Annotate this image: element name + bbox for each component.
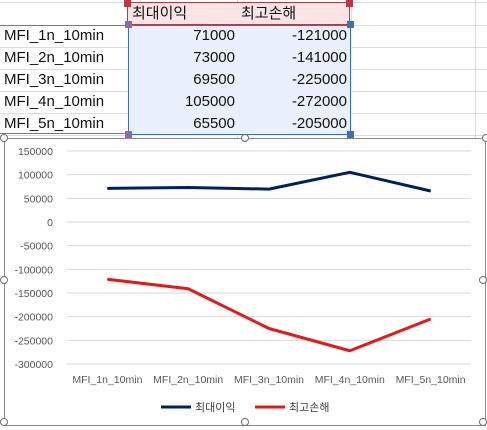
loss-cell[interactable]: -141000 xyxy=(291,49,347,66)
row-name-cell[interactable]: MFI_5n_10min xyxy=(4,115,105,132)
y-tick-label: 150000 xyxy=(18,146,53,158)
range-resize-handle[interactable] xyxy=(347,131,354,138)
profit-cell[interactable]: 69500 xyxy=(193,71,235,88)
chart-resize-handle[interactable] xyxy=(241,418,249,426)
header-cell-profit[interactable]: 최대이익 xyxy=(128,3,237,25)
selected-range-fill xyxy=(128,25,352,136)
category-range-highlight xyxy=(0,25,129,134)
data-point xyxy=(349,350,351,352)
range-resize-handle[interactable] xyxy=(124,0,131,7)
loss-cell[interactable]: -225000 xyxy=(291,71,347,88)
legend-label: 최고손해 xyxy=(289,400,329,414)
chart-resize-handle[interactable] xyxy=(0,134,8,142)
data-point xyxy=(430,318,432,320)
y-tick-label: -50000 xyxy=(20,241,53,253)
loss-cell[interactable]: -121000 xyxy=(291,27,347,44)
x-tick-label: MFI_4n_10min xyxy=(315,374,385,386)
data-point xyxy=(268,188,270,190)
profit-cell[interactable]: 73000 xyxy=(193,49,235,66)
y-tick-label: -200000 xyxy=(14,312,53,324)
x-tick-label: MFI_3n_10min xyxy=(234,374,304,386)
chart-resize-handle[interactable] xyxy=(0,418,8,426)
data-point xyxy=(349,171,351,173)
loss-cell[interactable]: -205000 xyxy=(291,115,347,132)
y-tick-label: -150000 xyxy=(14,288,53,300)
line-chart[interactable]: 150000 100000 50000 0 -50000 -100000 -150000 -2… xyxy=(4,138,486,426)
data-point xyxy=(268,328,270,329)
chart-resize-handle[interactable] xyxy=(479,418,487,426)
values-range-highlight xyxy=(128,25,351,135)
range-resize-handle[interactable] xyxy=(346,0,353,7)
data-point xyxy=(106,187,108,189)
data-point xyxy=(106,278,108,280)
profit-cell[interactable]: 105000 xyxy=(184,93,235,110)
row-name-cell[interactable]: MFI_2n_10min xyxy=(4,49,105,66)
y-tick-label: -300000 xyxy=(14,359,53,371)
y-tick-label: -100000 xyxy=(14,264,53,276)
row-name-cell[interactable]: MFI_3n_10min xyxy=(4,71,105,88)
range-resize-handle[interactable] xyxy=(125,131,132,138)
y-tick-label: 100000 xyxy=(18,170,53,182)
range-resize-handle[interactable] xyxy=(347,21,354,28)
x-tick-label: MFI_1n_10min xyxy=(72,374,142,386)
data-point xyxy=(187,186,189,188)
header-cell-loss[interactable]: 최고손해 xyxy=(237,3,350,25)
data-point xyxy=(430,190,432,192)
row-name-cell[interactable]: MFI_4n_10min xyxy=(4,93,105,110)
y-tick-label: -250000 xyxy=(14,335,53,347)
chart-resize-handle[interactable] xyxy=(241,134,249,142)
chart-resize-handle[interactable] xyxy=(479,276,487,284)
range-resize-handle[interactable] xyxy=(125,21,132,28)
chart-resize-handle[interactable] xyxy=(482,134,487,142)
profit-cell[interactable]: 71000 xyxy=(193,27,235,44)
chart-plot-area[interactable]: 150000 100000 50000 0 -50000 -100000 -150000 -2… xyxy=(5,139,485,425)
legend-label: 최대이익 xyxy=(195,401,235,414)
loss-cell[interactable]: -272000 xyxy=(291,93,347,110)
y-tick-label: 0 xyxy=(47,217,53,229)
series-name-range-highlight xyxy=(127,2,350,25)
x-tick-label: MFI_5n_10min xyxy=(396,374,466,386)
profit-cell[interactable]: 65500 xyxy=(193,115,235,132)
chart-resize-handle[interactable] xyxy=(0,276,8,284)
x-tick-label: MFI_2n_10min xyxy=(153,374,223,386)
y-tick-label: 50000 xyxy=(24,193,53,205)
data-point xyxy=(187,288,189,290)
row-name-cell[interactable]: MFI_1n_10min xyxy=(4,27,105,44)
